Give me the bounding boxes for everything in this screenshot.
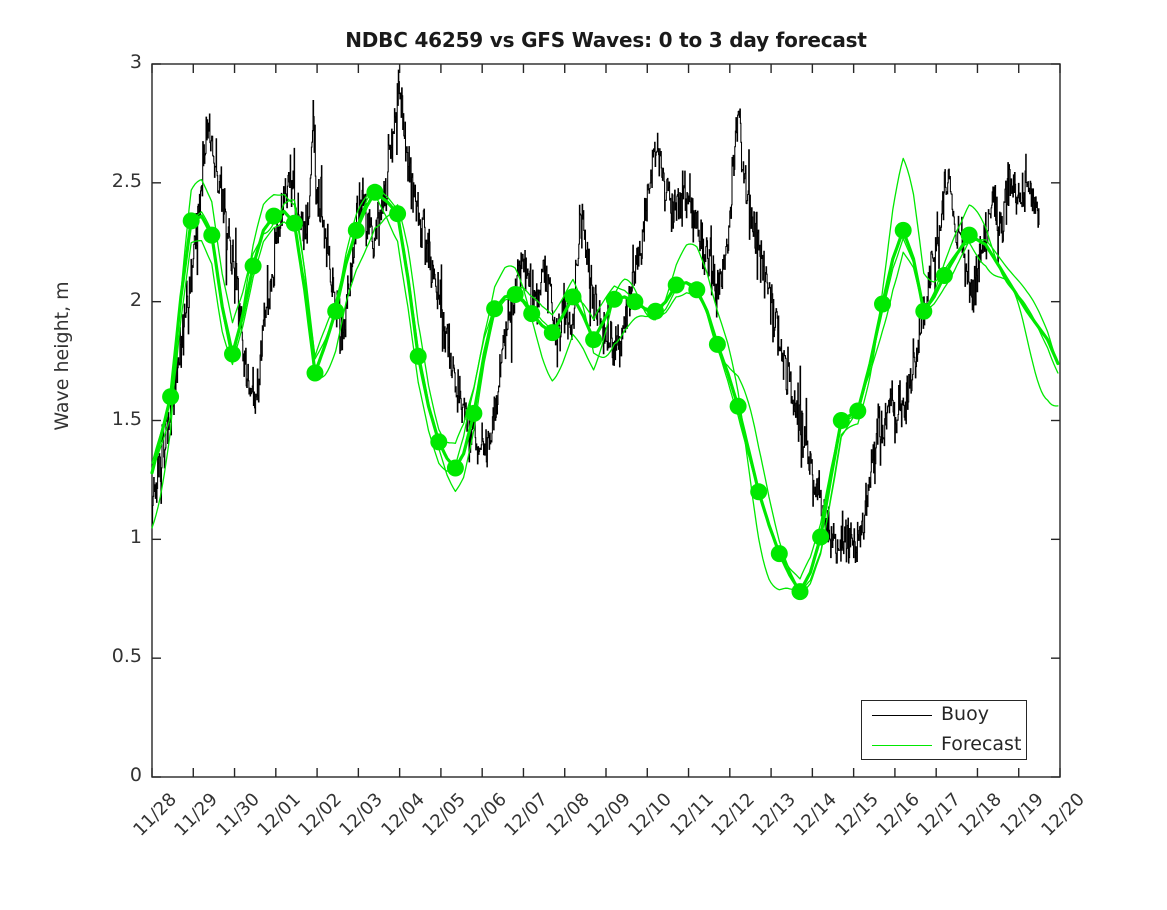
forecast-marker <box>915 302 933 320</box>
forecast-series-lines <box>150 157 1060 599</box>
y-tick-label: 0 <box>129 764 142 786</box>
y-tick-label: 2 <box>129 288 142 311</box>
legend-label-forecast: Forecast <box>941 733 1022 755</box>
legend-item-forecast[interactable]: Forecast <box>862 731 1026 761</box>
plot-area <box>150 63 1061 778</box>
buoy-trace <box>152 69 1040 564</box>
legend-item-buoy[interactable]: Buoy <box>862 701 1026 731</box>
legend[interactable]: Buoy Forecast <box>861 700 1027 760</box>
forecast-marker <box>874 295 891 313</box>
y-tick-label: 0.5 <box>111 645 142 668</box>
y-tick-label: 3 <box>129 51 142 73</box>
forecast-marker <box>446 459 464 477</box>
forecast-marker <box>224 345 241 363</box>
buoy-series-line <box>152 69 1040 564</box>
forecast-marker <box>770 545 788 563</box>
forecast-marker <box>585 331 603 349</box>
forecast-marker <box>366 183 384 201</box>
x-tick-marks <box>151 64 1061 777</box>
axis-frame <box>151 63 1061 778</box>
forecast-marker <box>960 226 978 244</box>
plot-border <box>151 63 1061 778</box>
forecast-member <box>151 157 1059 599</box>
forecast-marker <box>626 293 644 311</box>
forecast-member <box>151 191 1059 593</box>
forecast-marker <box>832 412 850 429</box>
y-tick-marks <box>152 63 1060 778</box>
forecast-marker <box>389 205 407 223</box>
forecast-marker <box>162 388 180 406</box>
legend-label-buoy: Buoy <box>941 703 989 725</box>
forecast-marker <box>812 528 830 546</box>
forecast-marker <box>523 305 541 323</box>
forecast-marker <box>688 281 706 299</box>
y-tick-label: 1 <box>129 526 142 549</box>
forecast-marker <box>285 214 303 232</box>
forecast-marker <box>430 433 448 451</box>
forecast-marker <box>708 335 726 353</box>
forecast-marker <box>182 212 200 230</box>
forecast-marker <box>605 290 623 308</box>
forecast-marker <box>849 402 867 420</box>
forecast-marker <box>506 286 524 303</box>
legend-swatch-buoy <box>872 715 932 716</box>
forecast-marker <box>564 288 582 306</box>
forecast-marker <box>750 483 768 501</box>
forecast-marker <box>347 221 365 239</box>
forecast-marker <box>306 364 324 382</box>
figure-canvas: NDBC 46259 vs GFS Waves: 0 to 3 day fore… <box>51 28 1089 841</box>
forecast-marker <box>791 583 809 601</box>
forecast-marker <box>647 302 664 320</box>
forecast-marker <box>543 324 561 342</box>
forecast-marker <box>409 347 427 365</box>
forecast-marker <box>203 226 221 244</box>
forecast-marker <box>265 207 283 225</box>
y-tick-label: 1.5 <box>111 407 142 430</box>
forecast-member <box>151 192 1059 593</box>
forecast-marker <box>486 300 504 318</box>
forecast-marker <box>894 221 912 239</box>
forecast-marker <box>327 302 345 320</box>
forecast-marker <box>244 257 262 275</box>
forecast-marker <box>667 276 685 294</box>
legend-swatch-forecast <box>872 745 932 746</box>
forecast-analysis-line <box>150 190 1060 594</box>
forecast-member <box>151 184 1059 580</box>
forecast-marker <box>729 397 747 415</box>
chart-title: NDBC 46259 vs GFS Waves: 0 to 3 day fore… <box>345 28 867 52</box>
forecast-marker <box>465 404 483 422</box>
y-tick-label: 2.5 <box>111 169 142 192</box>
forecast-series-markers <box>162 183 978 601</box>
forecast-marker <box>935 267 953 284</box>
